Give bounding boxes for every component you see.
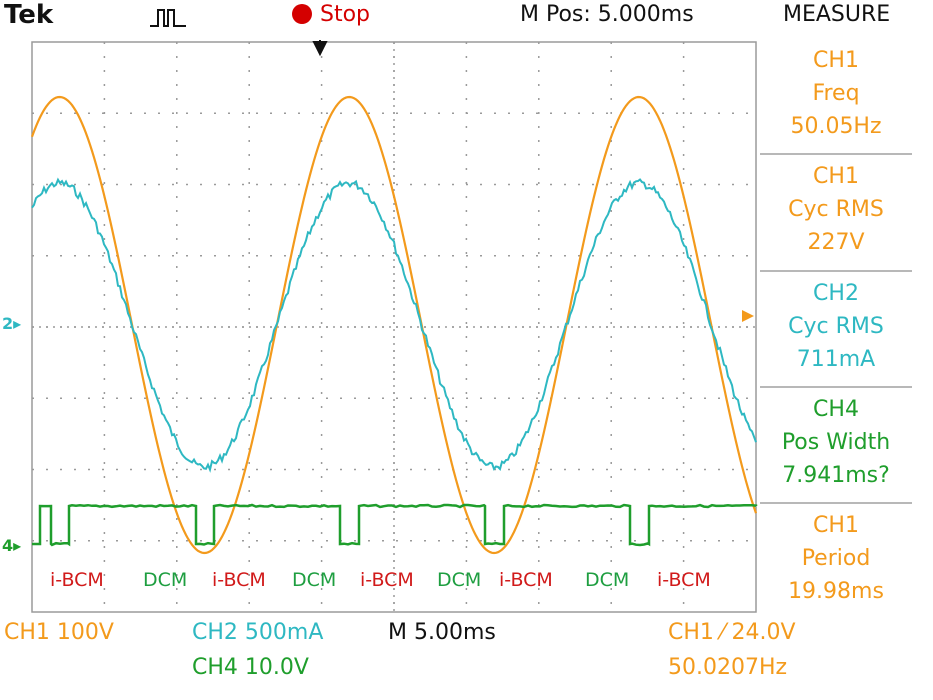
horizontal-position: M Pos: 5.000ms [520,2,694,27]
measurement-ch1-period[interactable]: CH1 Period 19.98ms [788,513,884,604]
ch1-waveform [30,95,758,555]
acquisition-status[interactable]: Stop [292,2,370,27]
mode-label: DCM [292,569,337,591]
measurement-ch4-pos-width[interactable]: CH4 Pos Width 7.941ms? [781,397,891,488]
trigger-setting[interactable]: CH1 ⁄ 24.0V [668,620,796,645]
stop-icon [292,4,312,24]
timebase[interactable]: M 5.00ms [388,620,496,645]
trigger-level-icon [742,310,754,322]
trigger-frequency: 50.0207Hz [668,655,788,680]
ch2-scale[interactable]: CH2 500mA [192,620,324,645]
measurement-ch1-freq[interactable]: CH1 Freq 50.05Hz [790,48,882,139]
graticule [31,41,757,613]
mode-label: i-BCM [212,569,266,591]
mode-label: i-BCM [657,569,711,591]
ch4-waveform [32,503,758,547]
ch1-scale[interactable]: CH1 100V [4,620,114,645]
mode-label: i-BCM [499,569,553,591]
ch4-scale[interactable]: CH4 10.0V [192,655,309,680]
ch2-ground-marker: 2▸ [2,314,22,333]
mode-label: i-BCM [360,569,414,591]
ch4-ground-marker: 4▸ [2,536,22,555]
brand-logo: Tek [4,0,54,30]
measure-title: MEASURE [783,2,891,27]
measurement-ch1-cyc-rms[interactable]: CH1 Cyc RMS 227V [788,164,884,255]
mode-label: DCM [585,569,630,591]
trigger-mode-icon [148,6,188,34]
ch2-waveform [31,177,757,473]
mode-label: DCM [437,569,482,591]
mode-label: i-BCM [50,569,104,591]
status-label: Stop [320,2,371,27]
measurement-ch2-cyc-rms[interactable]: CH2 Cyc RMS 711mA [788,281,884,372]
mode-label: DCM [143,569,188,591]
trigger-position-icon [312,40,328,57]
